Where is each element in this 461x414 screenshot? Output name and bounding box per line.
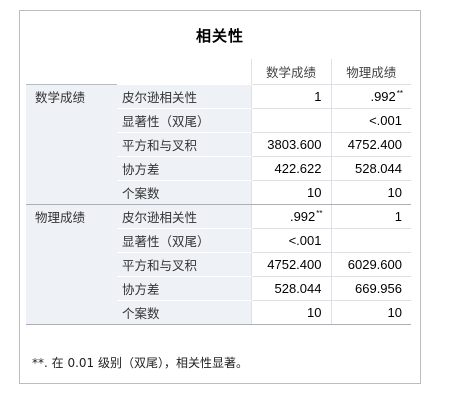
row-group-label xyxy=(26,132,117,156)
cell-value-math-text: .992 xyxy=(289,208,316,224)
cell-value-physics-text: <.001 xyxy=(369,112,402,128)
cell-value-math xyxy=(250,108,331,133)
cell-value-math: 3803.600 xyxy=(250,132,331,157)
cell-value-physics-text: 1 xyxy=(394,208,402,224)
cell-value-math-text: <.001 xyxy=(288,232,322,248)
correlation-table: 数学成绩 物理成绩 数学成绩 皮尔逊相关性 1.992** 显著性（双尾） <.001 平… xyxy=(26,59,411,325)
row-group-label xyxy=(26,228,117,252)
column-header-physics: 物理成绩 xyxy=(330,59,411,85)
cell-value-math-text: 3803.600 xyxy=(267,136,322,152)
cell-value-math-text: 10 xyxy=(307,184,322,200)
row-group-label xyxy=(26,252,117,276)
column-header-math: 数学成绩 xyxy=(250,59,331,85)
table-row: 物理成绩 皮尔逊相关性 .992** 1 xyxy=(26,204,411,229)
row-stat-label: 皮尔逊相关性 xyxy=(117,204,251,229)
cell-value-physics: 528.044 xyxy=(330,156,411,181)
row-stat-label: 平方和与叉积 xyxy=(117,252,251,277)
cell-value-physics: 1 xyxy=(330,204,411,229)
cell-value-physics xyxy=(330,228,411,253)
row-stat-label-text: 皮尔逊相关性 xyxy=(122,89,198,105)
row-stat-label: 皮尔逊相关性 xyxy=(117,84,251,109)
cell-value-physics-text: 528.044 xyxy=(355,160,402,176)
significance-marker: ** xyxy=(396,88,403,98)
cell-value-physics-text: 10 xyxy=(387,304,402,320)
row-stat-label-text: 协方差 xyxy=(122,281,160,297)
cell-value-math-text: 10 xyxy=(307,304,322,320)
cell-value-physics-text: 10 xyxy=(387,184,402,200)
table-row: 个案数 10 10 xyxy=(26,180,411,205)
row-stat-label-text: 协方差 xyxy=(122,161,160,177)
cell-value-physics: .992** xyxy=(330,84,411,109)
cell-value-math: 528.044 xyxy=(250,276,331,301)
cell-value-math-text: 1 xyxy=(314,88,322,104)
table-row: 协方差 528.044 669.956 xyxy=(26,276,411,301)
cell-value-math-text: 422.622 xyxy=(274,160,322,176)
significance-marker: ** xyxy=(316,208,323,218)
cell-value-physics: 669.956 xyxy=(330,276,411,301)
cell-value-math: 10 xyxy=(250,300,331,325)
row-stat-label: 平方和与叉积 xyxy=(117,132,251,157)
cell-value-physics: 4752.400 xyxy=(330,132,411,157)
cell-value-physics-text: .992 xyxy=(370,88,396,104)
cell-value-math: .992** xyxy=(250,204,331,229)
row-stat-label: 显著性（双尾） xyxy=(117,108,251,133)
row-stat-label: 个案数 xyxy=(117,300,251,325)
row-stat-label-text: 显著性（双尾） xyxy=(122,233,210,249)
row-stat-label: 协方差 xyxy=(117,156,251,181)
row-group-label-text: 数学成绩 xyxy=(35,89,86,105)
cell-value-physics-text: 669.956 xyxy=(355,280,402,296)
row-stat-label-text: 平方和与叉积 xyxy=(122,137,198,153)
row-stat-label-text: 皮尔逊相关性 xyxy=(122,209,198,225)
row-group-label xyxy=(26,276,117,300)
row-stat-label: 协方差 xyxy=(117,276,251,301)
cell-value-math: 1 xyxy=(250,84,331,109)
cell-value-math-text: 528.044 xyxy=(274,280,322,296)
row-group-label: 物理成绩 xyxy=(26,204,117,228)
table-row: 个案数 10 10 xyxy=(26,300,411,325)
table-row: 平方和与叉积 4752.400 6029.600 xyxy=(26,252,411,277)
table-row: 显著性（双尾） <.001 xyxy=(26,108,411,133)
cell-value-math: 10 xyxy=(250,180,331,205)
row-stat-label-text: 个案数 xyxy=(122,305,160,321)
table-title: 相关性 xyxy=(195,27,244,45)
cell-value-physics: <.001 xyxy=(330,108,411,133)
cell-value-physics: 6029.600 xyxy=(330,252,411,277)
row-group-label-text: 物理成绩 xyxy=(35,209,86,225)
header-row: 数学成绩 物理成绩 xyxy=(26,59,411,85)
header-corner-2 xyxy=(117,59,251,85)
table-row: 协方差 422.622 528.044 xyxy=(26,156,411,181)
cell-value-physics-text: 4752.400 xyxy=(347,136,402,152)
cell-value-math: 4752.400 xyxy=(250,252,331,277)
correlation-table-panel: 相关性 数学成绩 物理成绩 数学成绩 皮尔逊相关性 1.992** 显著性（双尾） <.… xyxy=(19,10,421,384)
table-row: 数学成绩 皮尔逊相关性 1 .992** xyxy=(26,84,411,109)
row-stat-label-text: 平方和与叉积 xyxy=(122,257,198,273)
row-group-label xyxy=(26,300,117,325)
header-corner xyxy=(26,59,117,85)
cell-value-math: 422.622 xyxy=(250,156,331,181)
row-group-label xyxy=(26,108,117,132)
row-stat-label: 显著性（双尾） xyxy=(117,228,251,253)
cell-value-physics: 10 xyxy=(330,180,411,205)
cell-value-physics-text: 6029.600 xyxy=(347,256,402,272)
table-row: 显著性（双尾） <.001 xyxy=(26,228,411,253)
row-stat-label-text: 个案数 xyxy=(122,185,160,201)
row-group-label: 数学成绩 xyxy=(26,84,117,108)
table-row: 平方和与叉积 3803.600 4752.400 xyxy=(26,132,411,157)
cell-value-math: <.001 xyxy=(250,228,331,253)
row-group-label xyxy=(26,156,117,180)
row-group-label xyxy=(26,180,117,205)
cell-value-physics: 10 xyxy=(330,300,411,325)
cell-value-math-text: 4752.400 xyxy=(267,256,322,272)
footnote: **. 在 0.01 级别（双尾），相关性显著。 xyxy=(32,356,248,370)
row-stat-label: 个案数 xyxy=(117,180,251,205)
row-stat-label-text: 显著性（双尾） xyxy=(122,113,210,129)
